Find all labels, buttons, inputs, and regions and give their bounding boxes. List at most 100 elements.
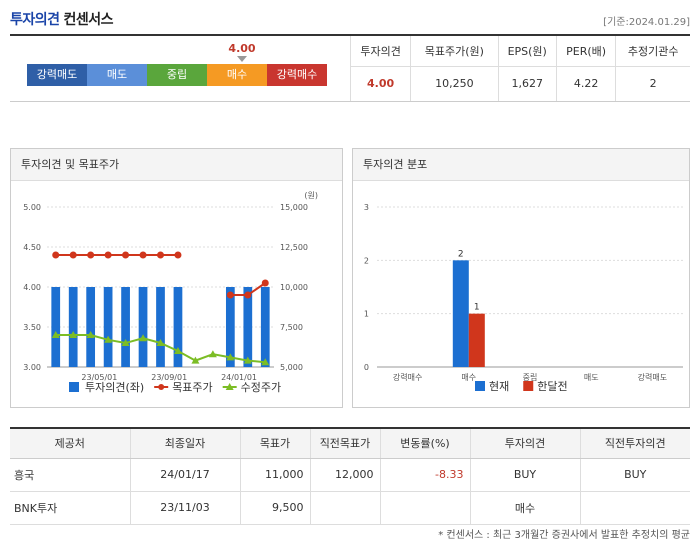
y-tick-right: 10,000 [280, 283, 308, 292]
opinion-bar [103, 287, 113, 367]
column-header: 변동률(%) [379, 427, 470, 459]
section-header: 투자의견 컨센서스 [기준:2024.01.29] [10, 9, 690, 31]
y-tick-right: 5,000 [280, 363, 303, 372]
y-tick: 1 [364, 310, 369, 319]
y-tick-left: 4.00 [23, 283, 41, 292]
adjusted-price-point [226, 353, 235, 361]
adjusted-price-point [191, 356, 200, 364]
opinion-bar [243, 287, 253, 367]
target-price-point [261, 279, 269, 287]
target-price-point [69, 251, 77, 259]
data-label: 2 [458, 249, 464, 259]
table-cell [309, 491, 380, 525]
legend-label: 목표주가 [172, 381, 212, 394]
summary-estimators: 2 [615, 66, 690, 101]
opinion-target-chart: 5.00 15,000 4.50 12,500 4.00 10,000 3.50 7,500 3… [23, 191, 318, 394]
adjusted-price-point [156, 339, 165, 346]
scale-strong-sell: 강력매도 [27, 64, 87, 86]
target-price-point [139, 251, 147, 259]
column-header: 목표가 [239, 427, 310, 459]
section-title: 투자의견 컨센서스 [10, 12, 114, 28]
table-cell: 매수 [469, 491, 580, 525]
y-tick-left: 5.00 [23, 203, 41, 212]
x-tick: 23/09/01 [151, 373, 187, 382]
legend-swatch [523, 381, 534, 391]
table-cell: 9,500 [239, 491, 310, 525]
provider-table: 제공처 최종일자 목표가 직전목표가 변동률(%) 투자의견 직전투자의견 흥국 24/01/… [10, 427, 690, 525]
distribution-bar [452, 260, 469, 367]
summary-target-price: 10,250 [410, 66, 498, 101]
table-cell: 12,000 [309, 458, 380, 492]
summary-header: 투자의견 [349, 36, 411, 67]
target-price-point [157, 251, 164, 259]
header-divider [10, 34, 690, 36]
y-tick-left: 3.50 [23, 323, 41, 332]
target-price-point [226, 291, 234, 299]
summary-opinion: 4.00 [349, 66, 411, 101]
table-cell: 11,000 [239, 458, 310, 492]
x-tick: 강력매도 [638, 372, 667, 382]
legend-swatch [475, 381, 485, 391]
table-cell: -8.33 [379, 458, 470, 492]
y-tick-left: 4.50 [23, 243, 41, 252]
column-header: 최종일자 [129, 427, 240, 459]
legend-swatch [69, 382, 79, 392]
scale-neutral: 중립 [147, 64, 207, 86]
y-tick: 0 [364, 363, 369, 372]
panel-title: 투자의견 및 목표주가 [11, 149, 342, 181]
opinion-bar [156, 287, 165, 367]
distribution-bar [468, 313, 485, 367]
table-row: 흥국 24/01/17 11,000 12,000 -8.33 BUY BUY [10, 458, 690, 492]
scale-buy: 매수 [207, 64, 267, 86]
table-cell: BNK투자 [10, 491, 130, 525]
table-cell: BUY [579, 458, 690, 492]
target-price-point [122, 251, 130, 259]
table-cell: BUY [469, 458, 580, 492]
x-tick: 강력매수 [393, 372, 422, 382]
column-header: 직전투자의견 [579, 427, 690, 459]
footnote: * 컨센서스 : 최근 3개월간 증권사에서 발표한 추정치의 평균 [438, 530, 690, 541]
adjusted-price-point [104, 335, 113, 343]
panel-title: 투자의견 분포 [353, 149, 689, 181]
summary-per: 4.22 [555, 66, 616, 101]
summary-header: 추정기관수 [615, 36, 690, 67]
legend-swatch [225, 383, 234, 390]
consensus-summary: 4.00 강력매도 매도 중립 매수 강력매수 투자의견 목표주가(원) EPS… [10, 36, 690, 102]
adjusted-price-point [121, 339, 130, 346]
y-tick-right: 12,500 [280, 243, 308, 252]
table-cell [379, 491, 470, 525]
y-tick-right: 7,500 [280, 323, 303, 332]
pointer-triangle-icon [237, 56, 247, 62]
adjusted-price-point [69, 331, 78, 338]
x-tick: 24/01/01 [221, 373, 257, 382]
legend-swatch [158, 384, 165, 390]
opinion-bar [86, 287, 96, 367]
legend-label: 한달전 [537, 380, 567, 393]
y-unit-label: (원) [304, 191, 318, 200]
table-cell: 흥국 [10, 458, 130, 492]
column-header: 투자의견 [469, 427, 580, 459]
target-price-point [104, 251, 112, 259]
x-tick: 매수 [461, 373, 476, 382]
data-label: 1 [474, 303, 480, 313]
adjusted-price-point [139, 334, 148, 342]
target-price-point [52, 251, 60, 259]
table-row: BNK투자 23/11/03 9,500 매수 [10, 491, 690, 525]
opinion-distribution-panel: 투자의견 분포 3 2 1 0 강력매수 매수 2 1 중립 매도 강력매도 현재 한달전 [352, 148, 690, 408]
summary-header: PER(배) [555, 36, 616, 67]
column-header: 직전목표가 [309, 427, 380, 459]
legend-label: 현재 [489, 380, 509, 393]
opinion-bar [225, 287, 235, 367]
summary-header: 목표주가(원) [410, 36, 498, 67]
opinion-bar [51, 287, 61, 367]
adjusted-price-point [261, 358, 270, 366]
legend-label: 투자의견(좌) [85, 381, 144, 394]
opinion-scale: 강력매도 매도 중립 매수 강력매수 [27, 64, 327, 86]
scale-sell: 매도 [87, 64, 147, 86]
adjusted-price-point [51, 331, 60, 338]
opinion-target-panel: 투자의견 및 목표주가 5.00 15,000 4.50 12,500 4.00 10,0… [10, 148, 343, 408]
y-tick: 3 [364, 203, 369, 212]
summary-table: 투자의견 목표주가(원) EPS(원) PER(배) 추정기관수 4.00 10… [349, 36, 690, 101]
summary-eps: 1,627 [497, 66, 557, 101]
table-cell [579, 491, 690, 525]
